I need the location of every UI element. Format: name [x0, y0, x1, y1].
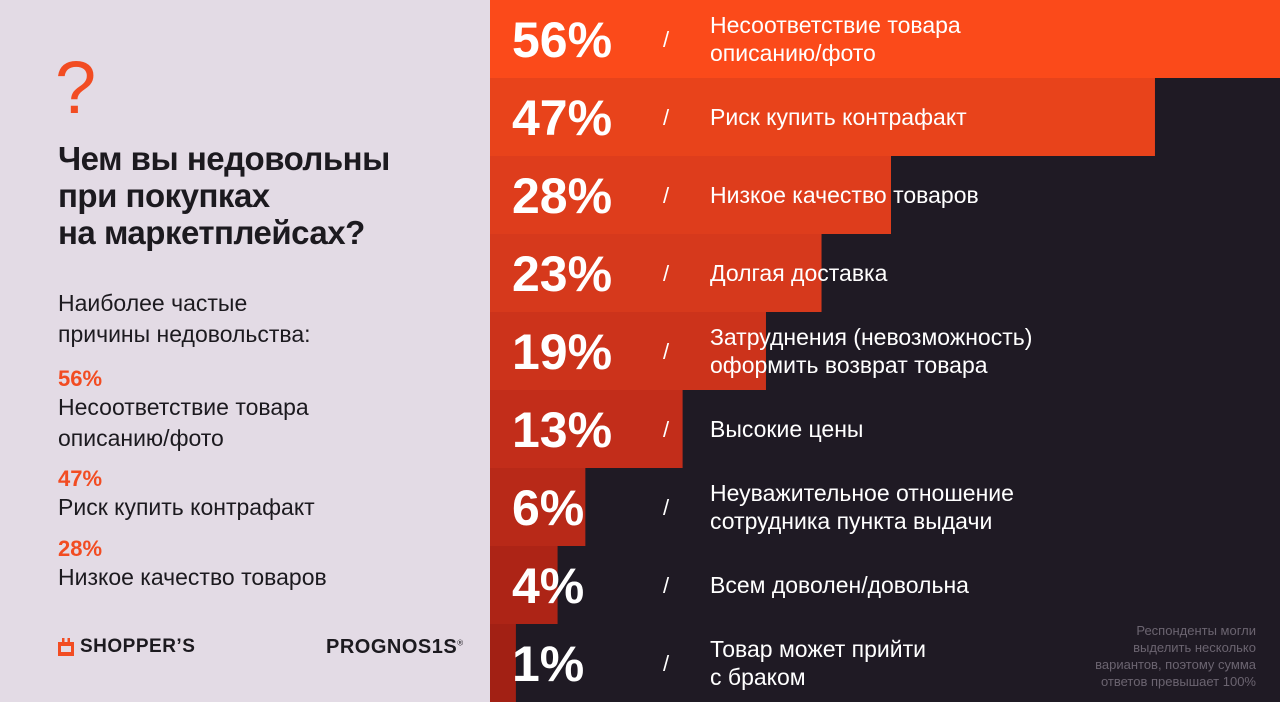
bar-value-label: 4% [512, 558, 584, 614]
bar-value-label: 23% [512, 246, 612, 302]
highlight-line: Риск купить контрафакт [58, 494, 315, 520]
category-label: Затруднения (невозможность) [710, 324, 1032, 350]
bar-value-label: 47% [512, 90, 612, 146]
question-mark-icon: ? [55, 46, 97, 129]
separator-slash: / [663, 183, 670, 208]
separator-slash: / [663, 27, 670, 52]
bar-value-label: 56% [512, 12, 612, 68]
bar-value-label: 13% [512, 402, 612, 458]
footnote-line: ответов превышает 100% [1100, 674, 1256, 689]
bar [490, 78, 1155, 156]
bar-value-label: 6% [512, 480, 584, 536]
category-label: Риск купить контрафакт [710, 104, 967, 130]
highlight-text: Риск купить контрафакт [58, 492, 478, 523]
bar [490, 156, 891, 234]
highlight-line: описанию/фото [58, 425, 224, 451]
footnote-line: выделить несколько [1133, 640, 1256, 655]
prognosis-logo: PROGNOS1S® [326, 636, 464, 659]
bar [490, 546, 558, 624]
category-label: с браком [710, 664, 806, 690]
bar-value-label: 28% [512, 168, 612, 224]
category-label: Несоответствие товара [710, 12, 961, 38]
footnote-line: вариантов, поэтому сумма [1095, 657, 1256, 672]
highlight-percent: 47% [58, 466, 103, 491]
category-label: Низкое качество товаров [710, 182, 979, 208]
highlight-percent: 56% [58, 366, 103, 391]
left-panel: ? Чем вы недовольны при покупках на марк… [0, 0, 490, 702]
category-label: Высокие цены [710, 416, 863, 442]
separator-slash: / [663, 105, 670, 130]
bar [490, 624, 516, 702]
shoppers-logo-text: SHOPPER’S [80, 636, 196, 657]
category-label: сотрудника пункта выдачи [710, 508, 992, 534]
highlight-line: Несоответствие товара [58, 394, 309, 420]
subtitle-line: причины недовольства: [58, 321, 311, 347]
bar [490, 312, 766, 390]
footnote-line: Респонденты могли [1136, 623, 1256, 638]
subtitle-line: Наиболее частые [58, 290, 248, 316]
highlight-item: 28% Низкое качество товаров [58, 536, 478, 593]
subtitle: Наиболее частые причины недовольства: [58, 288, 458, 350]
title-line: при покупках [58, 177, 270, 214]
category-label: Товар может прийти [710, 636, 926, 662]
highlight-line: Низкое качество товаров [58, 564, 327, 590]
category-label: описанию/фото [710, 40, 876, 66]
bar [490, 234, 822, 312]
separator-slash: / [663, 495, 670, 520]
prognosis-logo-text: PROGNOS1S [326, 636, 458, 658]
highlight-item: 56% Несоответствие товара описанию/фото [58, 366, 478, 454]
page-title: Чем вы недовольны при покупках на маркет… [58, 140, 458, 251]
category-label: Долгая доставка [710, 260, 888, 286]
separator-slash: / [663, 651, 670, 676]
bar [490, 390, 683, 468]
title-line: Чем вы недовольны [58, 140, 390, 177]
title-line: на маркетплейсах? [58, 214, 365, 251]
shopping-bag-icon [58, 638, 74, 656]
highlight-text: Низкое качество товаров [58, 562, 478, 593]
category-label: Неуважительное отношение [710, 480, 1014, 506]
separator-slash: / [663, 339, 670, 364]
highlight-percent: 28% [58, 536, 103, 561]
separator-slash: / [663, 261, 670, 286]
registered-mark: ® [457, 638, 464, 648]
bar-value-label: 1% [512, 636, 584, 692]
separator-slash: / [663, 417, 670, 442]
shoppers-logo: SHOPPER’S [58, 636, 195, 658]
highlight-item: 47% Риск купить контрафакт [58, 466, 478, 523]
separator-slash: / [663, 573, 670, 598]
bar [490, 0, 1280, 78]
footnote: Респонденты могли выделить несколько вар… [1016, 622, 1256, 690]
highlight-text: Несоответствие товара описанию/фото [58, 392, 478, 454]
category-label: оформить возврат товара [710, 352, 988, 378]
bar-value-label: 19% [512, 324, 612, 380]
bar [490, 468, 586, 546]
category-label: Всем доволен/довольна [710, 572, 969, 598]
